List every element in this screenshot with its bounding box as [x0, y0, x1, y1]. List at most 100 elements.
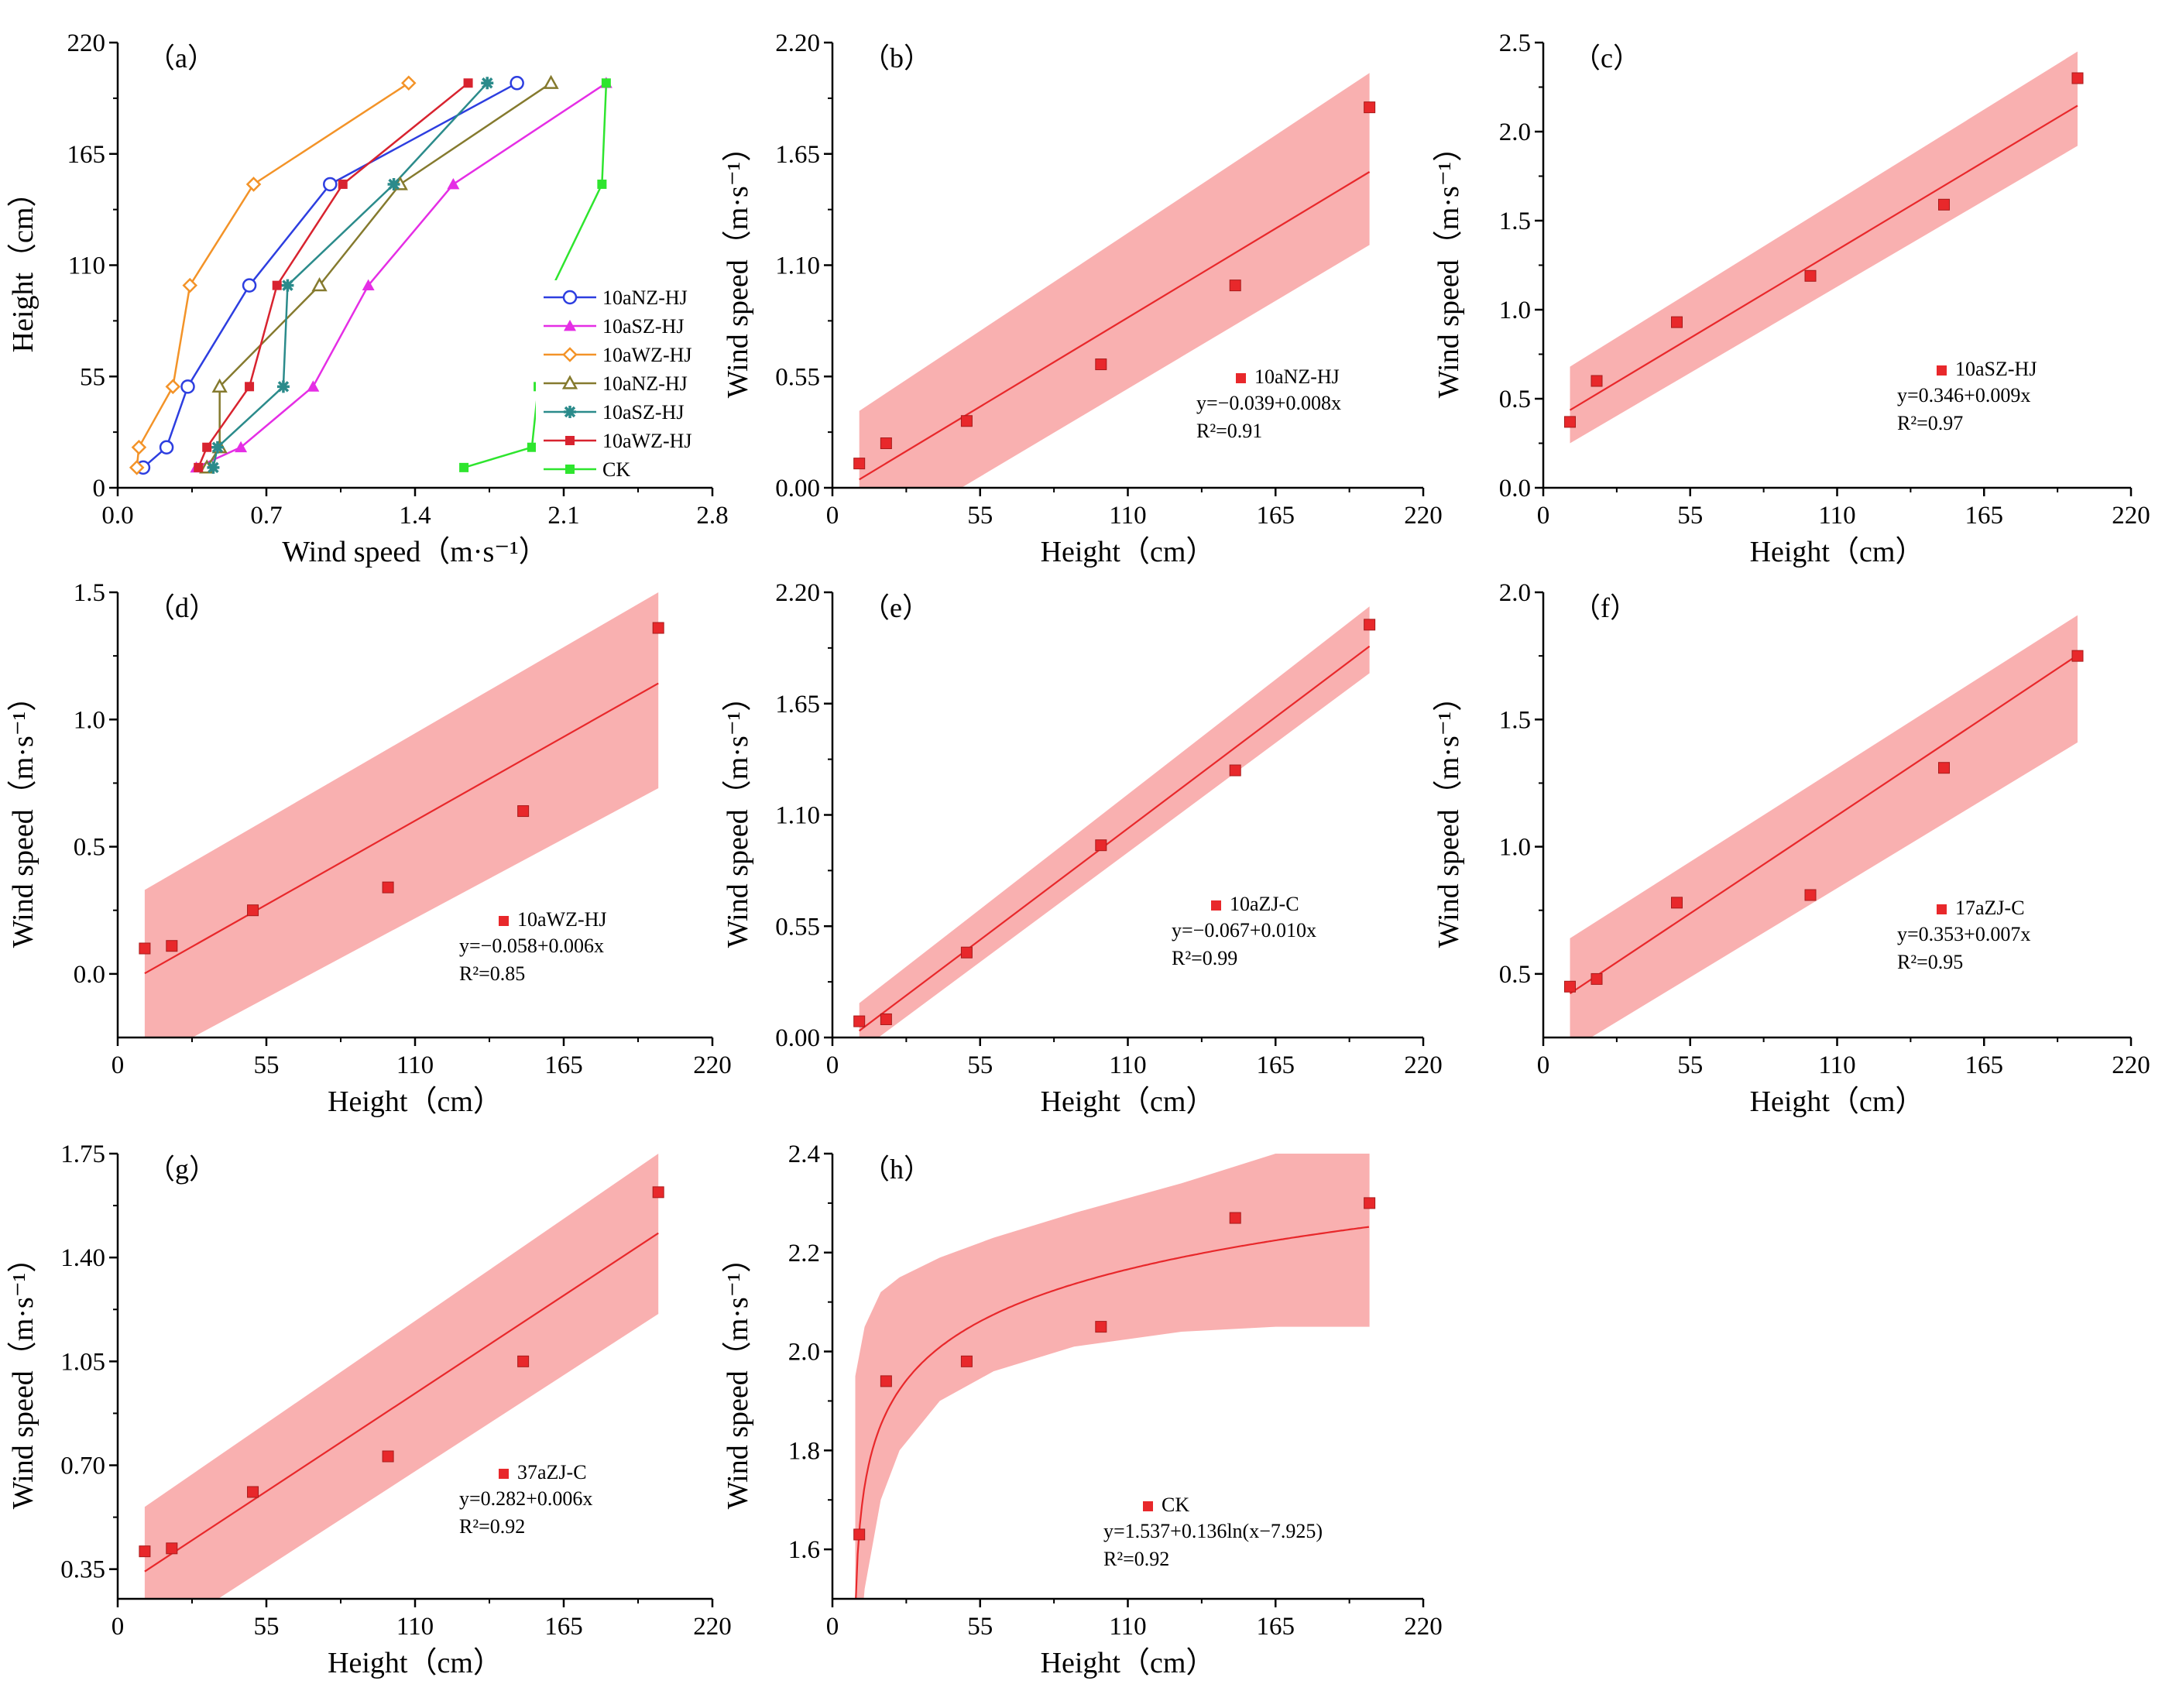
- data-point: [463, 78, 473, 88]
- data-point: [880, 1375, 892, 1387]
- data-point: [182, 277, 198, 293]
- fit-line: [1569, 654, 2078, 995]
- legend-marker: [1937, 365, 1947, 376]
- legend-marker: [499, 1469, 509, 1479]
- x-tick-label: 220: [1404, 1613, 1443, 1641]
- y-tick-label: 55: [80, 363, 105, 391]
- confidence-band: [1570, 615, 2078, 1037]
- x-tick-label: 220: [693, 1051, 732, 1079]
- panel-c: 10aSZ-HJ y=0.346+0.009x R²=0.97 0 55 110 165 22…: [1433, 29, 2150, 568]
- data-point: [1364, 619, 1376, 631]
- fit-line: [1569, 105, 2078, 411]
- data-point: [601, 78, 611, 88]
- data-point: [880, 437, 892, 449]
- panel-g: 37aZJ-C y=0.282+0.006x R²=0.92 0 55 110 165 220…: [7, 1140, 732, 1679]
- data-point: [323, 177, 338, 192]
- y-tick-label: 0: [93, 475, 106, 502]
- data-point: [1804, 889, 1817, 901]
- data-point: [139, 942, 151, 955]
- panel-a: 10aNZ-HJ 10aSZ-HJ 10aWZ-HJ 10aNZ-HJ 10aSZ-HJ…: [7, 29, 729, 568]
- x-axis-title: Height（cm）: [328, 1086, 503, 1118]
- fit-line: [144, 682, 659, 975]
- data-point: [139, 1545, 151, 1558]
- x-tick-label: 55: [1677, 1051, 1703, 1079]
- legend-label: 10aWZ-HJ: [602, 344, 692, 366]
- legend-label: 10aWZ-HJ: [602, 430, 692, 452]
- data-point: [202, 442, 212, 452]
- data-point: [481, 77, 494, 90]
- legend-marker: [1143, 1501, 1153, 1511]
- x-tick-label: 165: [1965, 1051, 2004, 1079]
- x-axis-title: Wind speed（m·s⁻¹）: [282, 536, 547, 568]
- data-point: [1095, 358, 1107, 371]
- legend-label: 10aSZ-HJ: [602, 401, 684, 424]
- confidence-band: [859, 606, 1370, 1037]
- y-tick-label: 2.0: [788, 1339, 820, 1367]
- data-point: [362, 279, 375, 291]
- data-point: [211, 378, 228, 393]
- data-point: [1671, 316, 1683, 328]
- y-tick-label: 0.00: [775, 1024, 820, 1052]
- legend-label: 10aNZ-HJ: [602, 286, 688, 309]
- y-tick-label: 0.5: [74, 834, 105, 862]
- data-point: [159, 440, 174, 454]
- y-tick-label: 0.70: [60, 1452, 105, 1480]
- x-tick-label: 165: [1965, 502, 2004, 530]
- x-tick-label: 55: [967, 502, 993, 530]
- x-tick-label: 165: [544, 1051, 583, 1079]
- y-tick-label: 1.0: [1499, 834, 1531, 862]
- plot-area: [859, 73, 1371, 488]
- data-point: [853, 458, 866, 470]
- data-point: [2071, 72, 2084, 84]
- y-tick-label: 1.5: [74, 579, 105, 607]
- y-tick-label: 1.10: [775, 802, 820, 830]
- data-point: [272, 280, 282, 290]
- y-tick-label: 220: [67, 29, 106, 57]
- data-point: [564, 406, 576, 418]
- legend-label: 10aNZ-HJ: [602, 372, 688, 395]
- y-tick-label: 110: [68, 252, 105, 280]
- data-point: [562, 290, 578, 305]
- y-tick-label: 1.10: [775, 252, 820, 280]
- x-tick-label: 0: [826, 502, 839, 530]
- confidence-band: [144, 592, 659, 1037]
- plot-area: [136, 82, 608, 469]
- series-line: [136, 82, 410, 468]
- data-point: [1590, 375, 1603, 387]
- r-squared: R²=0.95: [1897, 951, 1963, 973]
- data-point: [517, 805, 530, 818]
- y-tick-label: 0.5: [1499, 961, 1531, 989]
- data-point: [207, 461, 220, 474]
- panel-label: （c）: [1573, 43, 1641, 74]
- y-tick-label: 1.05: [60, 1348, 105, 1376]
- data-point: [1938, 762, 1950, 774]
- data-point: [459, 462, 469, 472]
- data-point: [1671, 897, 1683, 909]
- y-axis-title: Wind speed（m·s⁻¹）: [722, 1243, 754, 1509]
- x-tick-label: 2.1: [547, 502, 579, 530]
- x-tick-label: 0: [1537, 1051, 1550, 1079]
- x-tick-label: 55: [967, 1613, 993, 1641]
- legend-label: CK: [602, 458, 630, 481]
- data-point: [311, 277, 328, 292]
- y-axis-title: Wind speed（m·s⁻¹）: [1433, 132, 1465, 398]
- data-point: [129, 460, 145, 475]
- legend-marker: [499, 916, 509, 926]
- r-squared: R²=0.97: [1897, 412, 1963, 434]
- data-point: [180, 379, 195, 394]
- data-point: [401, 75, 417, 91]
- data-point: [281, 279, 294, 292]
- x-tick-label: 0: [112, 1613, 125, 1641]
- y-axis-title: Wind speed（m·s⁻¹）: [7, 1243, 39, 1509]
- data-point: [527, 442, 537, 452]
- data-point: [565, 465, 575, 474]
- data-point: [245, 382, 255, 392]
- x-tick-label: 220: [693, 1613, 732, 1641]
- x-tick-label: 0: [112, 1051, 125, 1079]
- panel-e: 10aZJ-C y=−0.067+0.010x R²=0.99 0 55 110 165 22…: [722, 579, 1443, 1118]
- y-tick-label: 0.35: [60, 1556, 105, 1584]
- x-tick-label: 110: [1818, 1051, 1855, 1079]
- x-tick-label: 165: [1257, 1051, 1295, 1079]
- x-tick-label: 110: [1109, 1613, 1146, 1641]
- x-tick-label: 110: [1818, 502, 1855, 530]
